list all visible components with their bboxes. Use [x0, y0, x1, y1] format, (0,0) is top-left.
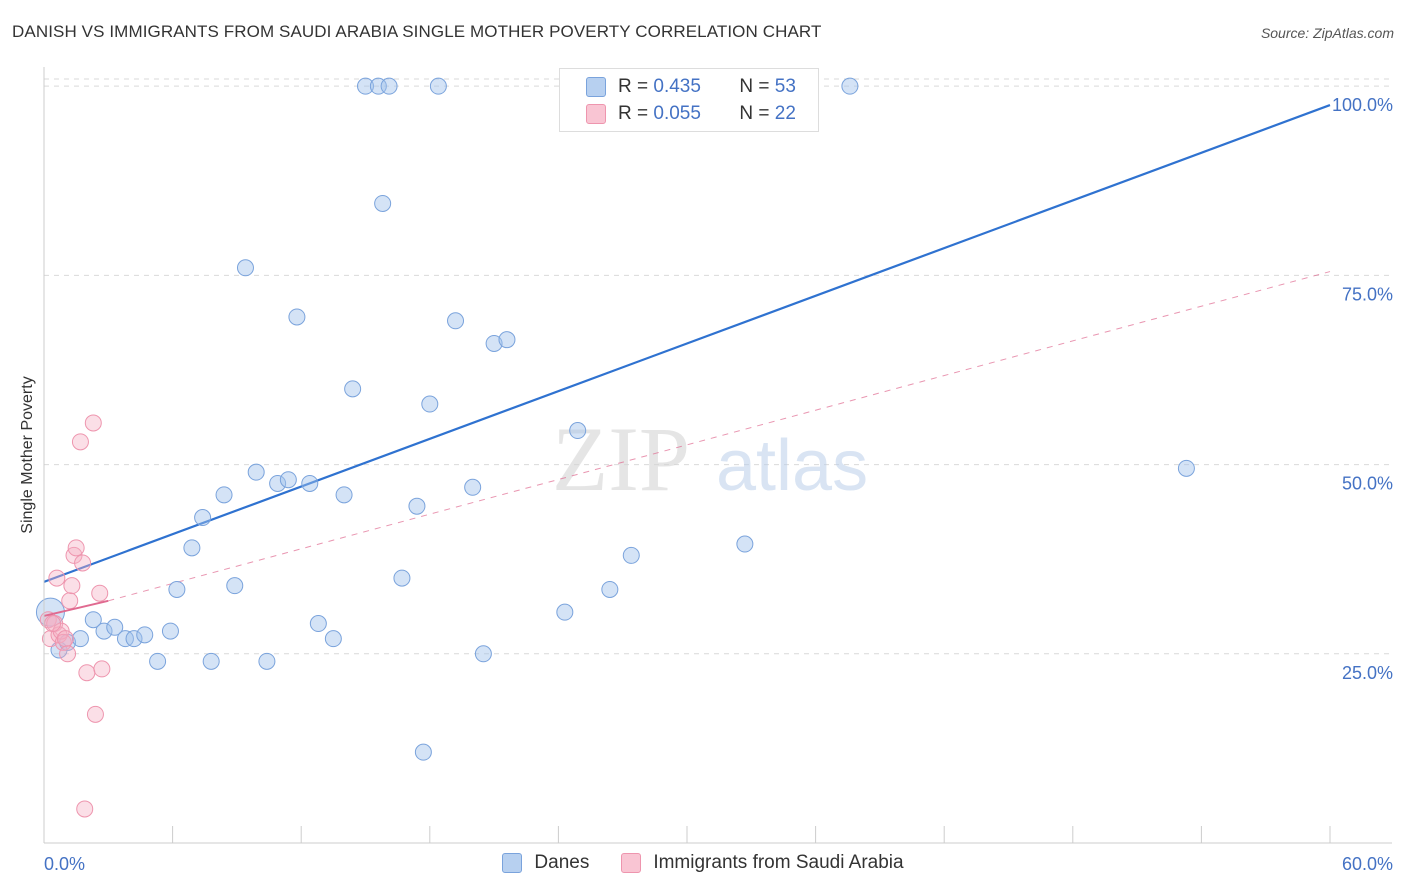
danes-point-15	[202, 652, 220, 670]
danes-point-31	[374, 194, 392, 212]
saudi-swatch	[586, 104, 606, 124]
grid-layer	[44, 78, 1392, 655]
saudi-point-7	[56, 630, 74, 648]
danes-point-41	[485, 334, 503, 352]
danes-point-18	[236, 259, 254, 277]
danes-point-38	[447, 312, 465, 330]
series-legend: Danes Immigrants from Saudi Arabia	[0, 852, 1406, 874]
danes-point-6	[106, 618, 124, 636]
danes-legend-label: Danes	[534, 852, 590, 873]
danes-legend-swatch	[502, 853, 523, 873]
saudi-point-17	[84, 414, 102, 432]
x-tick-label-min: 0.0%	[44, 854, 85, 874]
danes-point-42	[498, 331, 516, 349]
legend-row-danes: R = 0.435 N = 53	[586, 74, 796, 100]
danes-point-22	[279, 471, 297, 489]
saudi-point-19	[91, 584, 109, 602]
danes-point-3	[71, 630, 89, 648]
saudi-point-10	[63, 577, 81, 595]
saudi-point-15	[76, 800, 94, 818]
danes-point-21	[269, 474, 287, 492]
danes-point-34	[408, 497, 426, 515]
y-tick-label-3: 100.0%	[1332, 95, 1393, 115]
danes-point-46	[601, 580, 619, 598]
legend-item-danes[interactable]: Danes	[502, 852, 589, 874]
danes-point-27	[335, 486, 353, 504]
danes-point-11	[161, 622, 179, 640]
danes-point-43	[556, 603, 574, 621]
danes-point-8	[125, 630, 143, 648]
watermark-atlas: atlas	[716, 426, 868, 506]
danes-point-26	[324, 630, 342, 648]
danes-point-19	[247, 463, 265, 481]
danes-point-28	[344, 380, 362, 398]
saudi-point-14	[74, 554, 92, 572]
danes-point-36	[421, 395, 439, 413]
danes-point-7	[116, 630, 134, 648]
saudi-point-12	[67, 539, 85, 557]
danes-point-37	[429, 77, 447, 95]
danes-r-value: 0.435	[653, 76, 701, 97]
stats-legend: R = 0.435 N = 53 R = 0.055 N = 22	[559, 68, 819, 132]
danes-point-45	[569, 422, 587, 440]
danes-point-16	[215, 486, 233, 504]
saudi-point-21	[44, 615, 62, 633]
danes-trend-line	[43, 104, 1331, 583]
r-label: R =	[618, 76, 649, 97]
danes-point-25	[309, 615, 327, 633]
saudi-n-value: 22	[774, 103, 796, 124]
y-tick-label-0: 25.0%	[1342, 663, 1393, 683]
danes-point-17	[226, 577, 244, 595]
saudi-r-value: 0.055	[653, 103, 701, 124]
watermark-zip: ZIP	[552, 408, 690, 510]
danes-point-51	[841, 77, 859, 95]
saudi-point-9	[61, 592, 79, 610]
danes-point-29	[357, 77, 374, 95]
axes: 25.0% 50.0% 75.0% 100.0% 0.0% 60.0%	[43, 67, 1393, 874]
n-label: N =	[739, 76, 770, 97]
danes-point-10	[149, 652, 167, 670]
saudi-point-20	[93, 660, 111, 678]
danes-point-39	[464, 478, 482, 496]
danes-point-24	[301, 474, 319, 492]
danes-point-23	[288, 308, 306, 326]
danes-point-5	[95, 622, 113, 640]
danes-n-value: 53	[774, 76, 796, 97]
danes-point-20	[258, 652, 276, 670]
source-credit: Source: ZipAtlas.com	[1260, 25, 1394, 41]
saudi-point-8	[59, 645, 77, 663]
danes-point-32	[380, 77, 398, 95]
watermark: ZIP atlas	[552, 408, 868, 510]
danes-swatch	[586, 77, 606, 97]
danes-point-40	[474, 645, 492, 663]
saudi-point-18	[86, 705, 104, 723]
danes-point-14	[194, 509, 212, 527]
danes-point-13	[183, 539, 201, 557]
danes-point-9	[136, 626, 154, 644]
danes-point-52	[1177, 459, 1195, 477]
danes-point-4	[84, 611, 102, 629]
saudi-point-16	[78, 664, 96, 682]
saudi-point-3	[48, 569, 66, 587]
y-tick-label-2: 75.0%	[1342, 284, 1393, 304]
x-tick-label-max: 60.0%	[1342, 854, 1393, 874]
danes-point-33	[393, 569, 411, 587]
r-label: R =	[618, 103, 649, 124]
saudi-legend-swatch	[621, 853, 642, 873]
danes-point-48	[622, 546, 640, 564]
legend-row-saudi: R = 0.055 N = 22	[586, 101, 796, 127]
legend-item-saudi[interactable]: Immigrants from Saudi Arabia	[621, 852, 904, 874]
n-label: N =	[739, 103, 770, 124]
danes-point-35	[414, 743, 432, 761]
saudi-legend-label: Immigrants from Saudi Arabia	[653, 852, 904, 873]
y-tick-label-1: 50.0%	[1342, 474, 1393, 494]
saudi-point-13	[71, 433, 89, 451]
chart-title: DANISH VS IMMIGRANTS FROM SAUDI ARABIA S…	[12, 22, 822, 41]
saudi-trend-line	[43, 599, 109, 617]
danes-point-50	[736, 535, 754, 553]
trend-lines	[43, 104, 1331, 602]
danes-point-12	[168, 580, 186, 598]
